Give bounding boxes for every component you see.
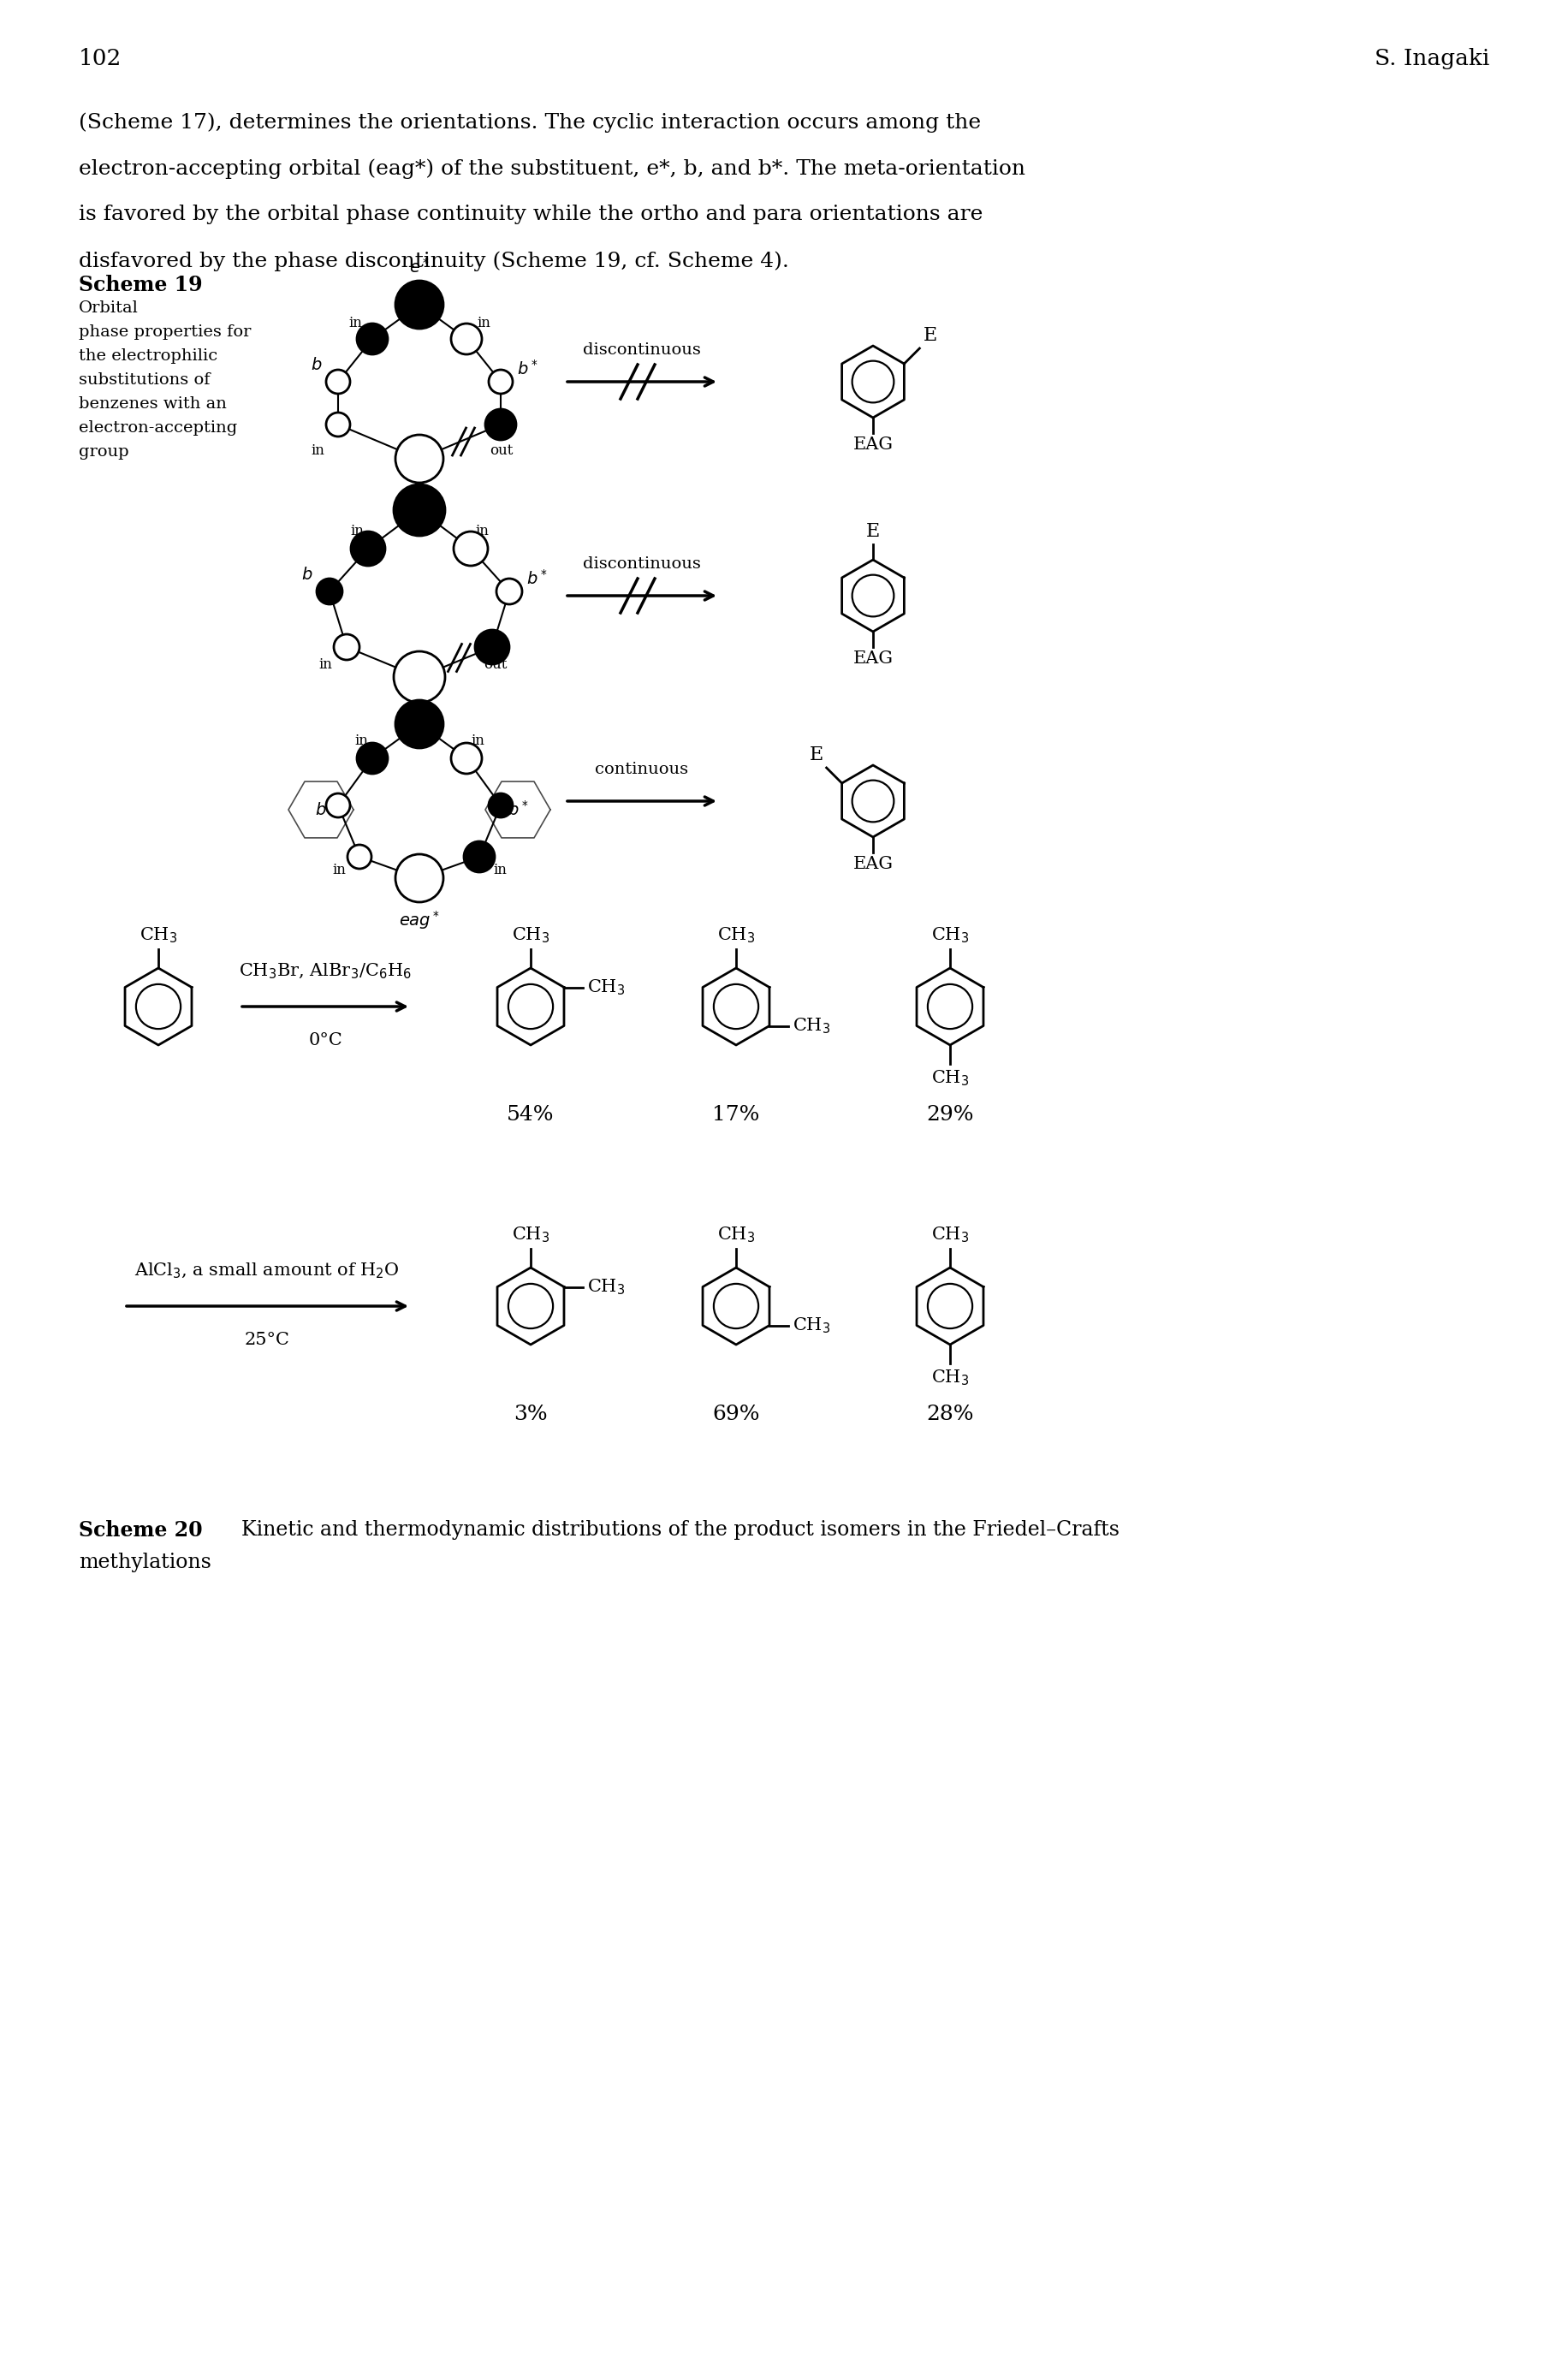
- Text: CH$_3$: CH$_3$: [586, 977, 626, 998]
- Text: 28%: 28%: [927, 1404, 974, 1423]
- Text: AlCl$_3$, a small amount of H$_2$O: AlCl$_3$, a small amount of H$_2$O: [135, 1262, 400, 1281]
- Text: CH$_3$: CH$_3$: [792, 1017, 831, 1036]
- Circle shape: [326, 413, 350, 437]
- Text: E: E: [866, 523, 880, 542]
- Text: 3%: 3%: [514, 1404, 547, 1423]
- Text: E: E: [924, 326, 938, 345]
- Text: 25°C: 25°C: [245, 1333, 290, 1347]
- Text: Orbital: Orbital: [78, 299, 138, 316]
- Text: $eag^*$: $eag^*$: [398, 489, 441, 511]
- Text: group: group: [78, 444, 129, 459]
- Text: EAG: EAG: [853, 437, 894, 454]
- Text: 54%: 54%: [506, 1105, 555, 1124]
- Text: $eag^*$: $eag^*$: [398, 710, 441, 732]
- Text: continuous: continuous: [596, 763, 688, 777]
- Text: substitutions of: substitutions of: [78, 373, 210, 387]
- Text: CH$_3$: CH$_3$: [511, 927, 550, 946]
- Text: (Scheme 17), determines the orientations. The cyclic interaction occurs among th: (Scheme 17), determines the orientations…: [78, 112, 982, 133]
- Text: in: in: [477, 316, 491, 330]
- Text: $e^*$: $e^*$: [409, 257, 430, 276]
- Text: $b$: $b$: [310, 356, 321, 373]
- Text: CH$_3$: CH$_3$: [586, 1278, 626, 1297]
- Text: $b^*$: $b^*$: [506, 801, 528, 820]
- Text: EAG: EAG: [853, 855, 894, 872]
- Text: Scheme 20: Scheme 20: [78, 1521, 202, 1540]
- Text: discontinuous: discontinuous: [583, 556, 701, 573]
- Text: EAG: EAG: [853, 651, 894, 668]
- Text: $b$: $b$: [315, 801, 326, 817]
- Text: benzenes with an: benzenes with an: [78, 397, 227, 411]
- Text: $e^*$: $e^*$: [409, 677, 430, 696]
- Text: in: in: [310, 442, 325, 459]
- Text: E: E: [809, 746, 823, 765]
- Text: in: in: [318, 656, 332, 672]
- Circle shape: [452, 323, 481, 354]
- Circle shape: [326, 371, 350, 394]
- Text: in: in: [348, 316, 362, 330]
- Text: 29%: 29%: [927, 1105, 974, 1124]
- Circle shape: [395, 855, 444, 903]
- Circle shape: [326, 794, 350, 817]
- Text: CH$_3$: CH$_3$: [717, 1226, 756, 1245]
- Text: CH$_3$: CH$_3$: [140, 927, 177, 946]
- Text: 0°C: 0°C: [309, 1031, 342, 1048]
- Text: S. Inagaki: S. Inagaki: [1374, 48, 1490, 69]
- Text: CH$_3$: CH$_3$: [931, 1069, 969, 1088]
- Circle shape: [497, 580, 522, 604]
- Circle shape: [395, 280, 444, 328]
- Text: $e^*$: $e^*$: [409, 461, 430, 480]
- Text: out: out: [489, 442, 513, 459]
- Text: CH$_3$: CH$_3$: [717, 927, 756, 946]
- Circle shape: [351, 532, 386, 565]
- Circle shape: [348, 846, 372, 870]
- Text: electron-accepting orbital (eag*) of the substituent, e*, b, and b*. The meta-or: electron-accepting orbital (eag*) of the…: [78, 159, 1025, 178]
- Circle shape: [334, 634, 359, 661]
- Text: discontinuous: discontinuous: [583, 342, 701, 359]
- Text: in: in: [470, 734, 485, 748]
- Circle shape: [464, 841, 495, 872]
- Text: Scheme 19: Scheme 19: [78, 276, 202, 295]
- Circle shape: [489, 794, 513, 817]
- Text: 17%: 17%: [712, 1105, 760, 1124]
- Text: out: out: [485, 656, 508, 672]
- Text: $b^*$: $b^*$: [517, 359, 538, 378]
- Text: methylations: methylations: [78, 1552, 212, 1573]
- Text: disfavored by the phase discontinuity (Scheme 19, cf. Scheme 4).: disfavored by the phase discontinuity (S…: [78, 252, 789, 271]
- Text: the electrophilic: the electrophilic: [78, 349, 218, 364]
- Circle shape: [358, 323, 387, 354]
- Text: CH$_3$: CH$_3$: [931, 1369, 969, 1388]
- Text: in: in: [354, 734, 368, 748]
- Text: CH$_3$: CH$_3$: [511, 1226, 550, 1245]
- Circle shape: [485, 409, 516, 440]
- Text: CH$_3$: CH$_3$: [931, 927, 969, 946]
- Text: Kinetic and thermodynamic distributions of the product isomers in the Friedel–Cr: Kinetic and thermodynamic distributions …: [229, 1521, 1120, 1540]
- Circle shape: [475, 630, 510, 665]
- Circle shape: [317, 580, 342, 604]
- Text: in: in: [492, 862, 506, 877]
- Text: in: in: [350, 523, 364, 539]
- Text: 102: 102: [78, 48, 122, 69]
- Text: $b^*$: $b^*$: [527, 570, 547, 587]
- Circle shape: [489, 371, 513, 394]
- Circle shape: [358, 744, 387, 775]
- Text: is favored by the orbital phase continuity while the ortho and para orientations: is favored by the orbital phase continui…: [78, 204, 983, 223]
- Circle shape: [394, 651, 445, 703]
- Text: CH$_3$: CH$_3$: [931, 1226, 969, 1245]
- Circle shape: [394, 485, 445, 537]
- Text: in: in: [332, 862, 347, 877]
- Text: $b$: $b$: [301, 565, 312, 582]
- Circle shape: [453, 532, 488, 565]
- Circle shape: [395, 435, 444, 482]
- Text: CH$_3$: CH$_3$: [792, 1316, 831, 1335]
- Text: in: in: [475, 523, 489, 539]
- Circle shape: [452, 744, 481, 775]
- Text: CH$_3$Br, AlBr$_3$/C$_6$H$_6$: CH$_3$Br, AlBr$_3$/C$_6$H$_6$: [238, 962, 412, 981]
- Text: 69%: 69%: [712, 1404, 760, 1423]
- Text: $eag^*$: $eag^*$: [398, 910, 441, 931]
- Text: electron-accepting: electron-accepting: [78, 421, 237, 435]
- Circle shape: [395, 701, 444, 748]
- Text: phase properties for: phase properties for: [78, 326, 251, 340]
